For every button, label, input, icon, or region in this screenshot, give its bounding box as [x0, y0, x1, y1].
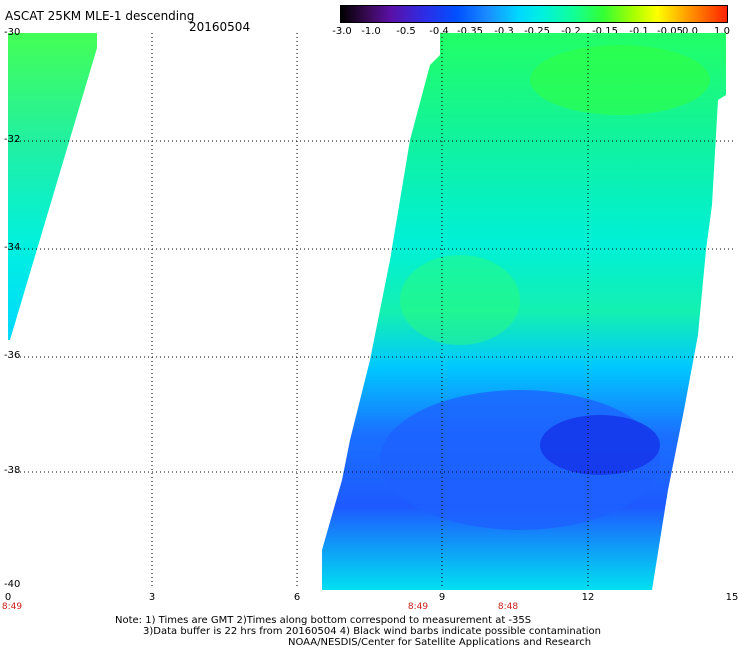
time-label: 8:49	[407, 602, 429, 612]
colorbar-label: -0.15	[592, 26, 618, 37]
lat-label: -30	[4, 27, 21, 38]
colorbar-label: -0.35	[457, 26, 483, 37]
low-value-patch	[540, 415, 660, 475]
lat-label: -32	[4, 134, 21, 145]
colorbar-label: -1.0	[361, 26, 381, 37]
colorbar-label: -0.05	[657, 26, 683, 37]
lat-label: -38	[4, 465, 21, 476]
lat-label: -34	[4, 242, 21, 253]
lon-label: 15	[725, 592, 739, 603]
note-line: 3)Data buffer is 22 hrs from 20160504 4)…	[143, 626, 601, 637]
swath-left	[8, 33, 97, 340]
lon-label: 0	[4, 592, 12, 603]
colorbar	[340, 5, 728, 23]
green-patch	[530, 45, 710, 115]
lon-label: 9	[438, 592, 446, 603]
time-label: 8:49	[1, 602, 23, 612]
lon-label: 12	[581, 592, 595, 603]
colorbar-label: -0.2	[561, 26, 581, 37]
lat-label: -40	[4, 579, 21, 590]
time-label: 8:48	[497, 602, 519, 612]
colorbar-label: -0.4	[429, 26, 449, 37]
map-date: 20160504	[189, 20, 251, 34]
green-patch	[400, 255, 520, 345]
note-line: NOAA/NESDIS/Center for Satellite Applica…	[288, 637, 592, 648]
footnotes: Note: 1) Times are GMT 2)Times along bot…	[115, 615, 601, 648]
colorbar-labels: -3.0 -1.0 -0.5 -0.4 -0.35 -0.3 -0.25 -0.…	[326, 26, 740, 38]
map-title: ASCAT 25KM MLE-1 descending	[5, 9, 195, 23]
colorbar-label: 0.0	[682, 26, 698, 37]
colorbar-label: -3.0	[332, 26, 352, 37]
lon-label: 3	[148, 592, 156, 603]
colorbar-label: 1.0	[714, 26, 730, 37]
note-line: Note: 1) Times are GMT 2)Times along bot…	[115, 615, 532, 626]
lat-label: -36	[4, 350, 21, 361]
lon-label: 6	[293, 592, 301, 603]
colorbar-label: -0.5	[396, 26, 416, 37]
colorbar-label: -0.25	[524, 26, 550, 37]
colorbar-label: -0.3	[494, 26, 514, 37]
gridlines	[8, 33, 733, 588]
colorbar-label: -0.1	[629, 26, 649, 37]
